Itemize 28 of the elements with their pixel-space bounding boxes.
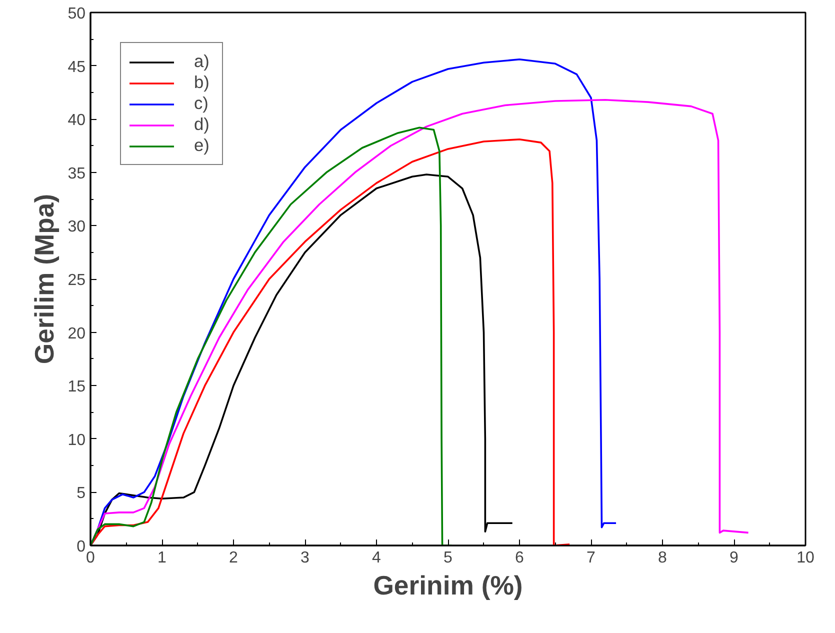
x-tick-label: 8 <box>658 550 668 566</box>
x-tick-label: 7 <box>586 550 596 566</box>
legend-label: e) <box>194 135 210 156</box>
legend-label: d) <box>194 114 210 135</box>
y-axis-title: Gerilim (Mpa) <box>30 194 60 364</box>
x-tick-label: 3 <box>300 550 310 566</box>
y-tick-label: 15 <box>68 378 86 396</box>
legend-label: a) <box>194 51 210 72</box>
x-tick-label: 4 <box>372 550 382 566</box>
x-tick-label: 10 <box>796 550 814 566</box>
x-tick-label: 2 <box>229 550 238 566</box>
y-tick-label: 30 <box>68 218 86 236</box>
legend-label: c) <box>194 93 210 114</box>
y-tick-label: 50 <box>68 6 86 22</box>
legend-label: b) <box>194 72 210 93</box>
y-tick-label: 0 <box>76 538 86 556</box>
y-tick-label: 40 <box>68 112 86 130</box>
y-tick-label: 10 <box>68 432 86 449</box>
x-tick-label: 1 <box>158 550 167 566</box>
x-axis-title: Gerinim (%) <box>373 570 523 600</box>
y-tick-label: 20 <box>68 325 86 342</box>
y-tick-label: 45 <box>68 58 86 76</box>
x-tick-label: 6 <box>515 550 524 566</box>
x-tick-label: 9 <box>730 550 739 566</box>
y-tick-label: 35 <box>68 165 86 182</box>
x-tick-label: 5 <box>444 550 453 566</box>
y-tick-label: 25 <box>68 272 86 289</box>
y-tick-label: 5 <box>76 485 86 502</box>
